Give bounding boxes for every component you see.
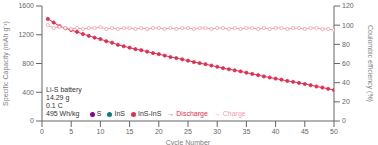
svg-text:20: 20 <box>155 128 163 135</box>
svg-text:30: 30 <box>213 128 221 135</box>
svg-text:10: 10 <box>97 128 105 135</box>
svg-text:Specific Capacity (mAh g⁻¹): Specific Capacity (mAh g⁻¹) <box>2 21 10 106</box>
svg-text:1200: 1200 <box>18 31 34 38</box>
svg-text:120: 120 <box>342 2 354 9</box>
svg-text:Coulombic efficiency (%): Coulombic efficiency (%) <box>366 25 374 102</box>
svg-text:15: 15 <box>126 128 134 135</box>
svg-text:45: 45 <box>301 128 309 135</box>
svg-text:0: 0 <box>30 117 34 124</box>
svg-text:400: 400 <box>22 89 34 96</box>
svg-text:1600: 1600 <box>18 2 34 9</box>
svg-text:60: 60 <box>342 60 350 67</box>
svg-text:50: 50 <box>330 128 338 135</box>
html-text:Li-S battery 14.29 g 0.1 C 495: Li-S battery 14.29 g 0.1 C 495 Wh/kg <box>46 86 82 117</box>
svg-text:0: 0 <box>40 128 44 135</box>
svg-text:100: 100 <box>342 22 354 29</box>
svg-text:25: 25 <box>184 128 192 135</box>
svg-text:40: 40 <box>272 128 280 135</box>
svg-text:0: 0 <box>342 117 346 124</box>
html-text:→ Discharge: → Discharge <box>167 110 208 117</box>
svg-text:800: 800 <box>22 60 34 67</box>
svg-text:35: 35 <box>243 128 251 135</box>
html-text:→ Charge: → Charge <box>213 110 246 117</box>
html-text:InS: InS <box>114 110 125 117</box>
svg-text:5: 5 <box>69 128 73 135</box>
svg-text:Cycle Number: Cycle Number <box>166 139 211 145</box>
html-text:InS-InS: InS-InS <box>138 110 162 117</box>
svg-text:20: 20 <box>342 98 350 105</box>
svg-text:80: 80 <box>342 41 350 48</box>
svg-text:40: 40 <box>342 79 350 86</box>
html-text:S: S <box>96 110 102 117</box>
